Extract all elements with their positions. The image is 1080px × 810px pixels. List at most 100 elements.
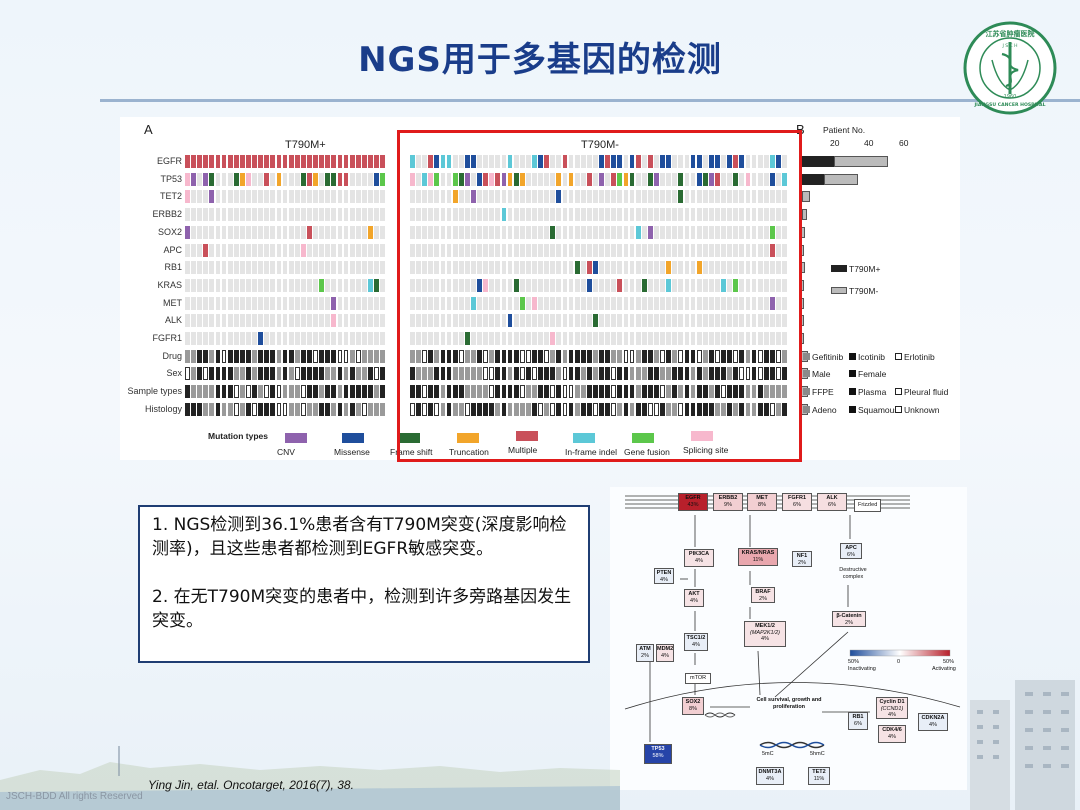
oncoprint-cell	[355, 190, 361, 204]
oncoprint-cell	[672, 332, 678, 345]
pathway-box-sox2: SOX2 8%	[682, 697, 704, 715]
oncoprint-cell	[483, 261, 489, 275]
pathway-pct-cdkn2a: 4%	[929, 721, 937, 728]
oncoprint-cell	[556, 296, 562, 310]
oncoprint-cell	[776, 208, 781, 222]
oncoprint-cell	[605, 261, 611, 275]
pathway-pct-apc: 6%	[847, 551, 855, 558]
oncoprint-cell	[464, 314, 470, 328]
oncoprint-cell	[568, 172, 574, 186]
oncoprint-cell	[252, 367, 257, 381]
oncoprint-cell	[215, 314, 221, 328]
oncoprint-cell	[519, 314, 525, 328]
pathway-box-atm: ATM 2%	[636, 644, 654, 662]
pathway-sub-cyclin: (CCND1)	[880, 705, 904, 712]
oncoprint-cell	[185, 172, 190, 186]
oncoprint-cell	[696, 243, 702, 257]
oncoprint-cell	[556, 190, 562, 204]
oncoprint-cell	[580, 155, 586, 168]
oncoprint-cell	[666, 402, 672, 416]
mutation-swatch-5	[573, 433, 595, 443]
oncoprint-cell	[605, 385, 611, 399]
oncoprint-cell	[203, 172, 209, 186]
oncoprint-cell	[672, 314, 678, 328]
pathway-gene-sox2: SOX2	[685, 699, 701, 705]
oncoprint-cell	[221, 278, 227, 292]
oncoprint-cell	[623, 225, 629, 239]
oncoprint-cell	[233, 278, 239, 292]
oncoprint-cell	[233, 225, 239, 239]
oncoprint-cell	[629, 332, 635, 345]
pathway-sub-mek: (MAP2K1/2)	[750, 629, 780, 636]
oncoprint-cell	[422, 225, 428, 239]
oncoprint-cell	[288, 296, 294, 310]
oncoprint-cell	[325, 402, 331, 416]
oncoprint-cell	[544, 261, 550, 275]
oncoprint-cell	[660, 332, 665, 345]
oncoprint-cell	[197, 225, 203, 239]
oncoprint-cell	[672, 296, 678, 310]
oncoprint-cell	[319, 332, 325, 345]
oncoprint-cell	[525, 402, 531, 416]
oncoprint-cell	[374, 225, 379, 239]
pathway-gene-cdkn2a: CDKN2A	[921, 715, 945, 721]
oncoprint-cell	[428, 367, 434, 381]
oncoprint-cell	[446, 349, 452, 363]
oncoprint-cell	[525, 172, 531, 186]
oncoprint-cell	[355, 225, 361, 239]
oncoprint-cell	[513, 402, 519, 416]
oncoprint-cell	[446, 367, 452, 381]
oncoprint-cell	[580, 172, 586, 186]
oncoprint-cell	[355, 349, 361, 363]
oncoprint-cell	[355, 332, 361, 345]
pathway-gene-tp53: TP53	[651, 746, 665, 752]
oncoprint-cell	[252, 155, 257, 168]
oncoprint-cell	[623, 172, 629, 186]
oncoprint-cell	[733, 385, 739, 399]
oncoprint-cell	[215, 367, 221, 381]
oncoprint-cell	[635, 155, 641, 168]
oncoprint-cell	[246, 385, 251, 399]
oncoprint-cell	[672, 225, 678, 239]
oncoprint-cell	[629, 190, 635, 204]
oncoprint-cell	[410, 349, 415, 363]
oncoprint-cell	[319, 349, 325, 363]
oncoprint-cell	[745, 332, 751, 345]
oncoprint-cell	[368, 225, 373, 239]
oncoprint-cell	[191, 367, 196, 381]
oncoprint-cell	[751, 314, 757, 328]
oncoprint-cell	[307, 190, 312, 204]
oncoprint-cell	[307, 155, 312, 168]
five-hmc-label: 5hmC	[810, 751, 825, 757]
oncoprint-cell	[605, 190, 611, 204]
oncoprint-cell	[374, 261, 379, 275]
oncoprint-cell	[458, 314, 464, 328]
oncoprint-cell	[769, 261, 775, 275]
oncoprint-cell	[727, 278, 733, 292]
oncoprint-cell	[532, 172, 537, 186]
pathway-pct-kras: 11%	[752, 556, 764, 563]
oncoprint-cell	[654, 208, 659, 222]
oncoprint-cell	[483, 172, 489, 186]
oncoprint-cell	[769, 367, 775, 381]
oncoprint-cell	[721, 367, 726, 381]
citation: Ying Jin, etal. Oncotarget, 2016(7), 38.	[148, 778, 354, 792]
scale-left-label: 50%	[848, 659, 860, 665]
oncoprint-cell	[727, 385, 733, 399]
oncoprint-cell	[647, 314, 653, 328]
oncoprint-cell	[544, 314, 550, 328]
oncoprint-cell	[489, 208, 495, 222]
oncoprint-cell	[641, 314, 647, 328]
oncoprint-cell	[721, 225, 726, 239]
oncoprint-cell	[428, 278, 434, 292]
legend-t790m-pos: T790M+	[849, 264, 881, 274]
oncoprint-cell	[300, 155, 306, 168]
oncoprint-cell	[464, 402, 470, 416]
oncoprint-cell	[471, 190, 476, 204]
oncoprint-cell	[483, 296, 489, 310]
oncoprint-cell	[776, 155, 781, 168]
legend-sample_legend-0: FFPE	[812, 387, 834, 398]
oncoprint-cell	[690, 243, 696, 257]
oncoprint-cell	[246, 172, 251, 186]
oncoprint-cell	[239, 367, 245, 381]
